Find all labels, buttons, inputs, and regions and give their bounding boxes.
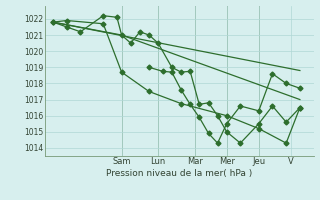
X-axis label: Pression niveau de la mer( hPa ): Pression niveau de la mer( hPa ) xyxy=(106,169,252,178)
